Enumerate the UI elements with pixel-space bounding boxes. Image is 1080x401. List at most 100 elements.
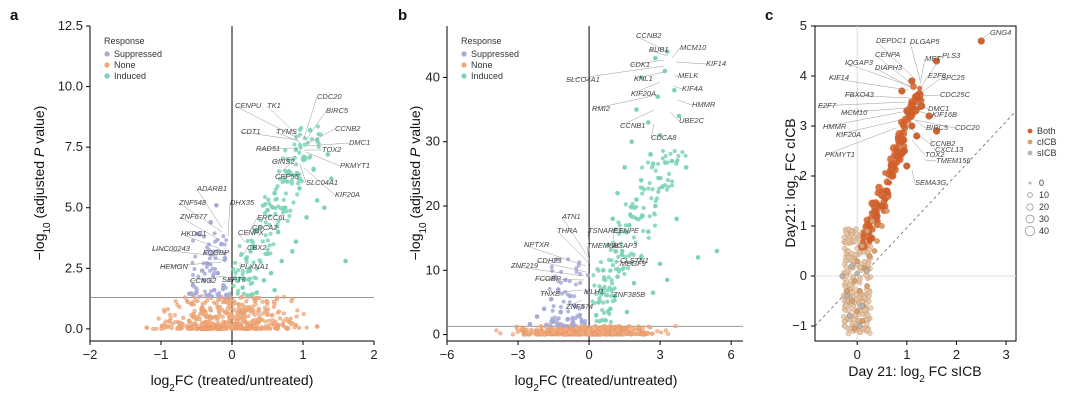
point-induced [287, 214, 291, 218]
gene-label: CDK1 [630, 60, 650, 69]
point-none [225, 300, 229, 304]
point-induced [600, 308, 604, 312]
point-none [521, 327, 525, 331]
gene-label: HKDC1 [181, 229, 206, 238]
point-suppressed [535, 314, 540, 319]
point-induced [250, 281, 254, 285]
point-both [874, 213, 881, 220]
point-none [630, 332, 634, 336]
legend-item-none: None [471, 60, 493, 70]
point-induced [254, 276, 258, 280]
point-induced [608, 307, 613, 312]
point-none [640, 333, 644, 337]
point-induced [284, 191, 288, 195]
point-sicb [860, 303, 865, 308]
point-none [222, 327, 226, 331]
point-suppressed [217, 294, 222, 299]
point-none [183, 296, 187, 300]
point-none [315, 324, 320, 329]
point-induced [611, 263, 615, 267]
point-cicb [846, 238, 851, 243]
point-sicb [855, 271, 860, 276]
point-suppressed [208, 269, 212, 273]
point-suppressed [561, 323, 566, 328]
point-induced [271, 242, 275, 246]
point-induced [247, 278, 251, 282]
point-induced [255, 290, 260, 295]
point-none [655, 329, 659, 333]
point-sicb [840, 273, 845, 278]
point-induced [633, 215, 637, 219]
y-tick-label: 4 [800, 68, 807, 83]
gene-label: FBXO43 [845, 90, 875, 99]
y-tick-label: 5.0 [65, 200, 83, 215]
point-none [533, 329, 537, 333]
point-induced [233, 261, 237, 265]
point-none [633, 327, 637, 331]
point-none [271, 318, 275, 322]
point-none [539, 324, 543, 328]
point-cicb [867, 253, 872, 258]
point-cicb [846, 255, 851, 260]
point-none [580, 331, 585, 336]
point-both [879, 203, 886, 210]
gene-label: GINS2 [272, 157, 295, 166]
legend-item-sicb: sICB [1037, 148, 1057, 158]
point-induced [632, 235, 636, 239]
point-none [253, 313, 257, 317]
gene-label: SLCO4A1 [566, 75, 600, 84]
gene-label: CDCA8 [651, 133, 677, 142]
legend-item-induced: Induced [471, 71, 503, 81]
point-none [282, 312, 286, 316]
point-none [233, 301, 237, 305]
point-both [906, 116, 911, 121]
point-induced [273, 198, 277, 202]
point-none [163, 322, 167, 326]
point-induced [696, 255, 701, 260]
point-suppressed [214, 203, 219, 208]
point-none [181, 316, 185, 320]
point-induced [672, 88, 677, 93]
point-none [193, 298, 197, 302]
point-induced [663, 161, 667, 165]
point-none [216, 298, 220, 302]
point-cicb [860, 243, 865, 248]
point-none [248, 309, 252, 313]
point-none [268, 327, 272, 331]
point-cicb [850, 298, 855, 303]
point-none [203, 322, 207, 326]
point-induced [279, 259, 284, 264]
point-induced [622, 272, 626, 276]
point-cicb [845, 268, 850, 273]
point-none [641, 326, 645, 330]
point-none [253, 326, 257, 330]
point-both [880, 194, 885, 199]
point-suppressed [194, 290, 199, 295]
point-induced [622, 165, 627, 170]
point-induced [625, 310, 630, 315]
point-sicb [845, 293, 850, 298]
point-none [201, 312, 206, 317]
point-sicb [850, 263, 855, 268]
y-tick-label: 5 [800, 18, 807, 33]
point-none [515, 327, 519, 331]
point-sicb [857, 323, 862, 328]
point-none [610, 330, 615, 335]
gene-label: DLGAP5 [910, 37, 940, 46]
point-suppressed [224, 238, 228, 242]
legend-title: Response [104, 36, 145, 46]
gene-label: MET [925, 54, 942, 63]
point-induced [663, 69, 668, 74]
point-none [611, 326, 615, 330]
point-induced [656, 190, 660, 194]
point-induced [670, 183, 674, 187]
point-both [913, 93, 920, 100]
point-none [245, 323, 249, 327]
point-none [230, 324, 235, 329]
point-none [615, 328, 620, 333]
point-none [205, 299, 209, 303]
point-suppressed [528, 322, 533, 327]
point-none [516, 330, 520, 334]
y-tick-label: −1 [792, 318, 807, 333]
point-cicb [864, 322, 869, 327]
